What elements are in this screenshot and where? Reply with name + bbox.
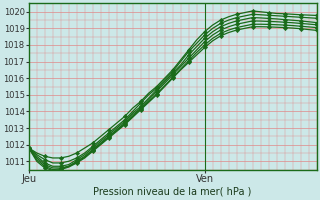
X-axis label: Pression niveau de la mer( hPa ): Pression niveau de la mer( hPa ) (93, 187, 252, 197)
